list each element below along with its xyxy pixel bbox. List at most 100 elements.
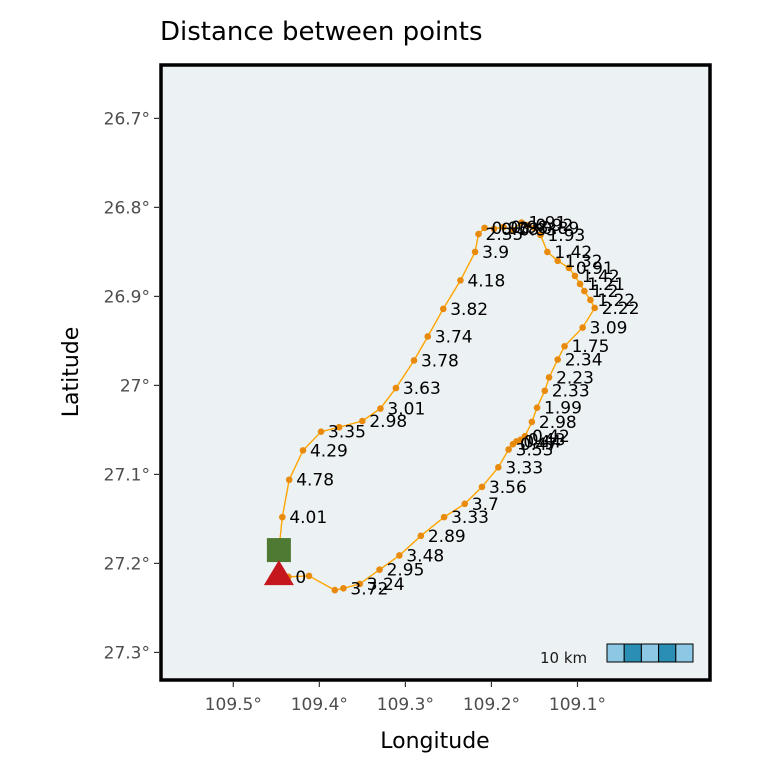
distance-label: 3.24: [367, 575, 405, 595]
route-point: [457, 277, 464, 284]
distance-label: 1.99: [544, 399, 582, 419]
scale-bar: 10 km: [540, 643, 694, 667]
distance-label: 3.9: [482, 243, 509, 263]
distance-label: 2.98: [369, 412, 407, 432]
distance-label: 3.56: [489, 478, 527, 498]
scale-bar-segment: [606, 643, 625, 663]
route-point: [377, 405, 384, 412]
route-point: [305, 572, 313, 580]
scale-bar-segment: [658, 643, 677, 663]
route-point: [571, 272, 579, 280]
distance-label: 3.7: [472, 495, 499, 515]
distance-label: 1.42: [582, 267, 620, 287]
x-tick-label: 109.4°: [291, 695, 348, 715]
route-line: [278, 221, 596, 591]
route-point: [340, 585, 347, 592]
start-marker: [266, 538, 291, 563]
end-marker: [263, 560, 294, 586]
distance-label: 0.78: [501, 220, 539, 240]
distance-label: 1.42: [554, 243, 592, 263]
route-point: [554, 356, 561, 363]
y-axis: 26.7° 26.8° 26.9° 27° 27.1° 27.2° 27.3°: [104, 109, 159, 663]
route-point: [359, 417, 366, 425]
route-point: [581, 287, 588, 295]
distance-label: 1.32: [565, 252, 603, 272]
y-tick-label: 26.8°: [104, 198, 150, 218]
distance-label: 0.42: [532, 427, 570, 447]
route-point: [591, 304, 598, 312]
route-point: [396, 552, 403, 559]
x-tick-label: 109.1°: [549, 695, 606, 715]
x-axis-title: Longitude: [380, 729, 489, 754]
distance-label: 3.33: [451, 508, 489, 528]
route-point: [299, 447, 307, 454]
labels-layer: 4.014.784.293.352.983.013.633.783.743.82…: [289, 214, 639, 600]
route-point: [531, 224, 538, 232]
distance-label: 3.72: [350, 579, 388, 599]
route-point: [561, 342, 568, 350]
route-point: [495, 463, 502, 471]
distance-label: 0.93: [492, 219, 530, 239]
distance-label: 3.33: [505, 458, 543, 478]
distance-label: 3.01: [387, 400, 425, 420]
distance-label: 3.35: [328, 423, 366, 443]
route-point: [576, 280, 584, 288]
x-tick-label: 109.3°: [377, 695, 434, 715]
distance-label: 3.78: [421, 351, 459, 371]
x-tick-label: 109.2°: [463, 695, 520, 715]
distance-label: 2.89: [428, 527, 466, 547]
route-point: [500, 223, 507, 231]
route-point: [509, 440, 517, 448]
distance-label: 0.47: [520, 435, 558, 455]
route-point: [417, 532, 425, 540]
distance-label: 0.98: [510, 218, 548, 238]
distance-label: 0.92: [535, 216, 573, 236]
route-layer: [278, 221, 596, 591]
plot-border: [159, 63, 712, 682]
route-point: [587, 296, 594, 304]
route-point: [356, 580, 364, 588]
distance-label: 3.63: [403, 379, 441, 399]
distance-label: 3.48: [406, 546, 444, 566]
route-point: [544, 248, 551, 256]
markers-layer: [263, 538, 294, 586]
scale-bar-segment: [640, 643, 660, 663]
y-tick-label: 27.1°: [104, 465, 150, 485]
route-point: [508, 226, 516, 233]
route-point: [279, 513, 286, 521]
route-point: [579, 324, 586, 331]
distance-label: 2.35: [486, 225, 524, 245]
distance-label: 2.22: [602, 299, 640, 319]
distance-label: 3.09: [590, 319, 628, 339]
route-point: [478, 483, 486, 491]
route-point: [285, 476, 293, 484]
y-tick-label: 26.7°: [104, 109, 150, 129]
route-point: [537, 231, 544, 239]
distance-label: 2.98: [539, 413, 577, 433]
route-point: [505, 446, 512, 453]
distance-label: 3.74: [435, 327, 473, 347]
route-point: [533, 404, 541, 411]
chart-title: Distance between points: [160, 17, 483, 47]
distance-label: 1.93: [547, 226, 585, 246]
route-point: [528, 418, 536, 426]
distance-label: 1.2: [591, 282, 618, 302]
route-point: [475, 230, 482, 238]
distance-label: 0.83: [519, 221, 557, 241]
route-point: [440, 513, 448, 521]
route-point: [545, 374, 553, 381]
distance-label: 2.33: [552, 382, 590, 402]
route-point: [461, 500, 469, 508]
scale-bar-label: 10 km: [540, 649, 587, 667]
y-tick-label: 27.2°: [104, 554, 150, 574]
route-point: [565, 264, 573, 272]
distance-label: 4.78: [296, 471, 334, 491]
route-point: [518, 219, 525, 226]
distance-label: 3.82: [450, 300, 488, 320]
route-point: [541, 387, 549, 395]
route-point: [439, 305, 447, 313]
distance-label: 1.21: [587, 275, 625, 295]
route-point: [392, 384, 400, 392]
x-tick-label: 109.5°: [205, 695, 262, 715]
